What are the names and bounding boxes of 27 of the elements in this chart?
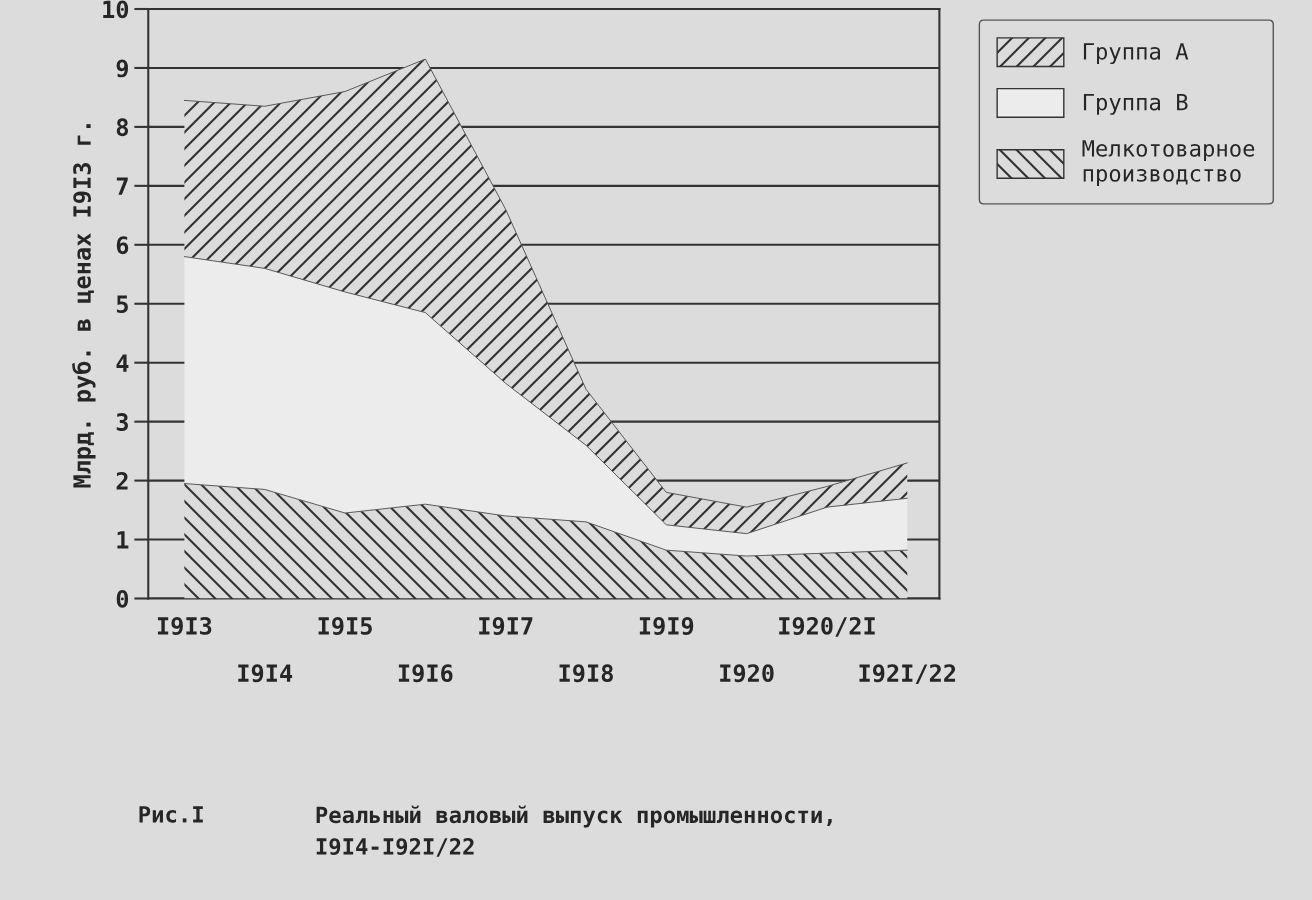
y-tick-label: 1 [117, 531, 129, 549]
y-tick-label: 8 [116, 118, 129, 137]
y-tick-label: 3 [116, 413, 128, 431]
x-tick-label: I92I/22 [859, 664, 956, 684]
text: Реальный валовый выпуск промышленности, I9I4-I92I/22 [316, 805, 832, 857]
x-tick-label: I9I8 [559, 664, 613, 683]
y-tick-label: 6 [116, 236, 129, 255]
y-tick-label: 9 [116, 59, 128, 78]
legend-label: Группа В [1083, 94, 1188, 115]
legend-label: Мелкотоварное производство [1082, 140, 1255, 187]
y-tick-label: 10 [103, 0, 129, 19]
x-tick-label: I9I6 [398, 664, 453, 683]
y-axis-title: Млрд. руб. в ценах I9I3 г. [72, 124, 96, 488]
legend-label: Группа А [1083, 43, 1189, 65]
x-tick-label: I9I7 [479, 617, 533, 635]
text: Рис.I [139, 806, 203, 823]
x-tick-label: I9I9 [639, 617, 694, 635]
x-tick-label: I9I3 [157, 616, 212, 635]
x-tick-label: I920/2I [779, 616, 875, 637]
y-tick-label: 2 [116, 472, 128, 490]
y-tick-label: 5 [116, 295, 128, 314]
x-tick-label: I9I4 [238, 664, 293, 683]
y-tick-label: 4 [116, 354, 129, 372]
x-tick-label: I9I5 [318, 617, 372, 635]
y-tick-label: 0 [116, 589, 129, 608]
x-tick-label: I920 [720, 664, 774, 683]
y-tick-label: 7 [116, 177, 128, 195]
